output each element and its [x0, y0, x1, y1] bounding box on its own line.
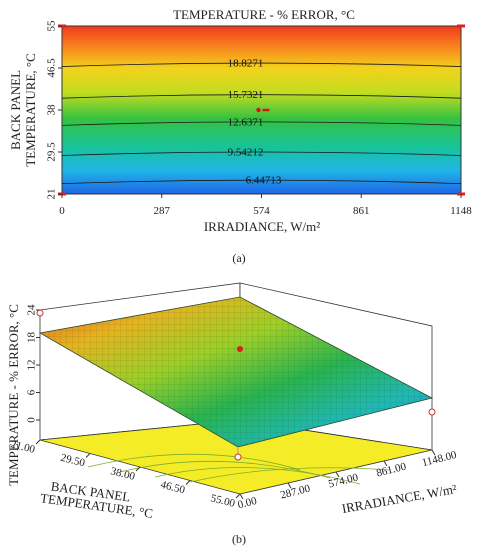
contour-y-tick-label: 55 [46, 20, 58, 32]
corner-point-front [234, 453, 242, 461]
floor-contours [87, 453, 391, 485]
corner-point-left [36, 309, 44, 317]
temperature-tick-label: 21.00 [9, 438, 36, 456]
contour-level-label: 15.7321 [228, 89, 264, 101]
contour-y-ticks: 21 29.5 38 46.5 55 [46, 20, 62, 200]
temperature-tick-label: 55.00 [209, 492, 236, 510]
contour-y-axis-title-line1: BACK PANEL [8, 70, 23, 150]
contour-level-label: 12.6371 [228, 116, 264, 128]
contour-x-tick-label: 861 [353, 205, 370, 217]
temperature-tick-label: 38.00 [109, 465, 136, 483]
irradiance-tick-mark [335, 471, 340, 478]
temperature-tick-label: 46.50 [159, 479, 186, 497]
contour-y-tick-label: 38 [46, 104, 58, 116]
contour-y-tick-label: 29.5 [46, 142, 58, 162]
contour-x-tick-label: 287 [154, 205, 171, 217]
temperature-tick-mark [35, 439, 41, 445]
contour-level-label: 6.44713 [246, 175, 282, 187]
contour-x-tick-label: 1148 [450, 205, 472, 217]
z-tick-label: 24 [26, 304, 38, 316]
contour-labels: 18.8271 15.7321 12.6371 9.54212 6.44713 [228, 58, 282, 187]
contour-y-tick-label: 21 [46, 189, 58, 200]
contour-chart: TEMPERATURE - % ERROR, °C 18.8271 15.7321… [8, 7, 472, 265]
z-tick-label: 12 [26, 360, 38, 371]
irradiance-tick-label: 861.00 [375, 460, 408, 479]
contour-level-label: 18.8271 [228, 58, 264, 70]
z-axis-ticks: 0 6 12 18 24 [26, 304, 40, 423]
contour-level-label: 9.54212 [228, 146, 264, 158]
surface-center-point [237, 346, 243, 352]
irradiance-tick-mark [239, 493, 244, 500]
irradiance-tick-mark [287, 482, 292, 489]
panel-label-a: (a) [232, 251, 245, 265]
contour-line [61, 121, 462, 126]
contour-plot-area [61, 25, 462, 195]
contour-x-tick-label: 574 [253, 205, 270, 217]
temperature-tick-label: 29.50 [59, 452, 86, 470]
contour-y-axis-title-line2: TEMPERATURE, °C [23, 53, 38, 167]
contour-title: TEMPERATURE - % ERROR, °C [173, 7, 355, 22]
z-tick-label: 18 [26, 332, 38, 344]
temperature-tick-mark [235, 493, 241, 499]
contour-line [61, 62, 462, 67]
temperature-axis-ticks: 21.00 29.50 38.00 46.50 55.00 [9, 438, 241, 510]
contour-y-tick-label: 46.5 [46, 58, 58, 78]
contour-x-axis-title: IRRADIANCE, W/m² [204, 219, 320, 234]
contour-x-tick-label: 0 [59, 205, 65, 217]
temperature-tick-mark [185, 480, 191, 485]
temperature-tick-mark [135, 466, 141, 472]
contour-lines [61, 62, 462, 185]
corner-point-right [428, 408, 436, 416]
response-surface-grid [40, 297, 432, 447]
contour-center-point [256, 107, 261, 113]
panel-label-b: (b) [232, 532, 246, 546]
irradiance-tick-label: 287.00 [279, 482, 312, 501]
contour-x-ticks: 0 287 574 861 1148 [59, 194, 472, 217]
irradiance-tick-label: 0.00 [236, 495, 258, 511]
z-axis-title: TEMPERATURE - % ERROR, °C [6, 304, 21, 486]
contour-line [61, 151, 462, 156]
contour-line [61, 94, 462, 99]
irradiance-axis-title: IRRADIANCE, W/m² [341, 481, 458, 516]
irradiance-tick-mark [383, 460, 388, 467]
temperature-tick-mark [85, 453, 91, 458]
irradiance-tick-label: 574.00 [327, 471, 360, 490]
z-tick-label: 0 [26, 417, 38, 423]
contour-line [61, 179, 462, 185]
irradiance-tick-label: 1148.00 [421, 449, 459, 469]
z-tick-label: 6 [26, 389, 38, 395]
irradiance-tick-mark [431, 449, 436, 456]
